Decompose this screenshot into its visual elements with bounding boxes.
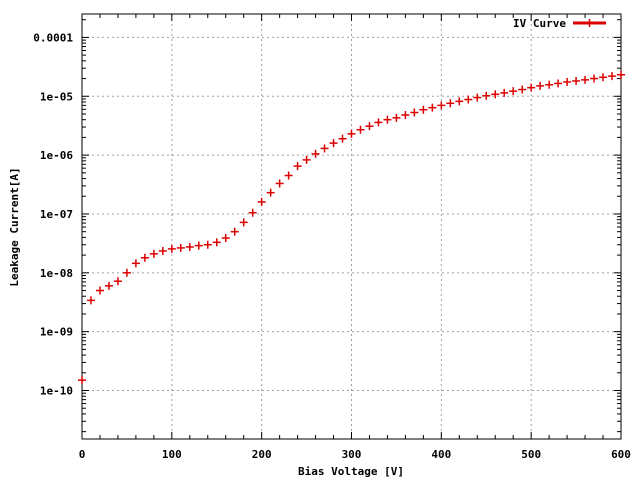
- x-tick-label: 100: [162, 448, 182, 461]
- data-point: [374, 118, 383, 127]
- data-point: [131, 259, 140, 268]
- data-point: [86, 296, 95, 305]
- data-point: [365, 122, 374, 131]
- data-point: [563, 77, 572, 86]
- data-point: [212, 238, 221, 247]
- y-tick-labels: 1e-10 1e-09 1e-08 1e-07 1e-06 1e-05 0.0001: [33, 31, 73, 397]
- data-point: [176, 243, 185, 252]
- data-point: [302, 155, 311, 164]
- data-point: [266, 188, 275, 197]
- axis-ticks: [81, 14, 622, 439]
- series-iv-curve: [78, 70, 625, 385]
- data-point: [383, 115, 392, 124]
- x-tick-label: 600: [611, 448, 631, 461]
- legend-label-iv-curve: IV Curve: [513, 17, 566, 30]
- data-point: [221, 234, 230, 243]
- x-axis-label: Bias Voltage [V]: [298, 465, 404, 478]
- data-point: [410, 108, 419, 117]
- grid-lines: [82, 14, 621, 439]
- data-point: [338, 134, 347, 143]
- data-point: [248, 208, 257, 217]
- data-point: [536, 81, 545, 90]
- x-tick-label: 300: [342, 448, 362, 461]
- data-point: [140, 253, 149, 262]
- y-tick-label: 1e-05: [40, 90, 73, 103]
- y-tick-label: 1e-07: [40, 208, 73, 221]
- data-point: [608, 72, 617, 81]
- data-point: [149, 249, 158, 258]
- data-point: [257, 197, 266, 206]
- data-point: [554, 79, 563, 88]
- y-tick-label: 1e-10: [40, 385, 73, 398]
- data-point: [473, 93, 482, 102]
- x-tick-label: 0: [79, 448, 86, 461]
- data-point: [518, 85, 527, 94]
- data-point: [455, 97, 464, 106]
- y-tick-label: 0.0001: [33, 31, 73, 44]
- x-tick-labels: 0 100 200 300 400 500 600: [79, 448, 631, 461]
- data-point: [482, 91, 491, 100]
- data-point: [78, 376, 86, 385]
- data-point: [239, 218, 248, 227]
- data-point: [590, 74, 599, 83]
- data-point: [185, 242, 194, 251]
- data-point: [464, 95, 473, 104]
- data-point: [203, 240, 212, 249]
- data-point: [509, 87, 518, 96]
- data-point: [617, 70, 625, 79]
- data-point: [401, 111, 410, 120]
- data-point: [320, 144, 329, 153]
- data-point: [437, 101, 446, 110]
- data-point: [545, 80, 554, 89]
- data-point: [599, 73, 608, 82]
- data-point: [527, 83, 536, 92]
- data-point: [230, 227, 239, 236]
- data-point: [113, 277, 122, 286]
- data-point: [275, 179, 284, 188]
- data-point: [428, 103, 437, 112]
- legend-marker-iv-curve: [585, 19, 594, 27]
- data-point: [284, 171, 293, 180]
- data-point: [293, 162, 302, 171]
- data-point: [104, 281, 113, 290]
- data-point: [491, 90, 500, 99]
- y-tick-label: 1e-08: [40, 267, 73, 280]
- y-tick-label: 1e-09: [40, 326, 73, 339]
- data-point: [95, 286, 104, 295]
- data-point: [158, 246, 167, 255]
- x-tick-label: 500: [521, 448, 541, 461]
- data-point: [347, 129, 356, 138]
- legend: IV Curve: [513, 17, 606, 30]
- data-point: [419, 105, 428, 114]
- data-point: [167, 244, 176, 253]
- data-point: [311, 149, 320, 158]
- data-point: [329, 139, 338, 148]
- y-axis-label: Leakage Current[A]: [8, 167, 21, 286]
- x-tick-label: 400: [431, 448, 451, 461]
- data-point: [122, 268, 131, 277]
- plot-frame: [81, 13, 622, 440]
- data-point: [392, 113, 401, 122]
- data-point: [572, 76, 581, 85]
- x-tick-label: 200: [252, 448, 272, 461]
- y-tick-label: 1e-06: [40, 149, 73, 162]
- data-point: [500, 88, 509, 97]
- data-point: [194, 241, 203, 250]
- data-point: [581, 75, 590, 84]
- data-point: [356, 125, 365, 134]
- data-point: [446, 99, 455, 108]
